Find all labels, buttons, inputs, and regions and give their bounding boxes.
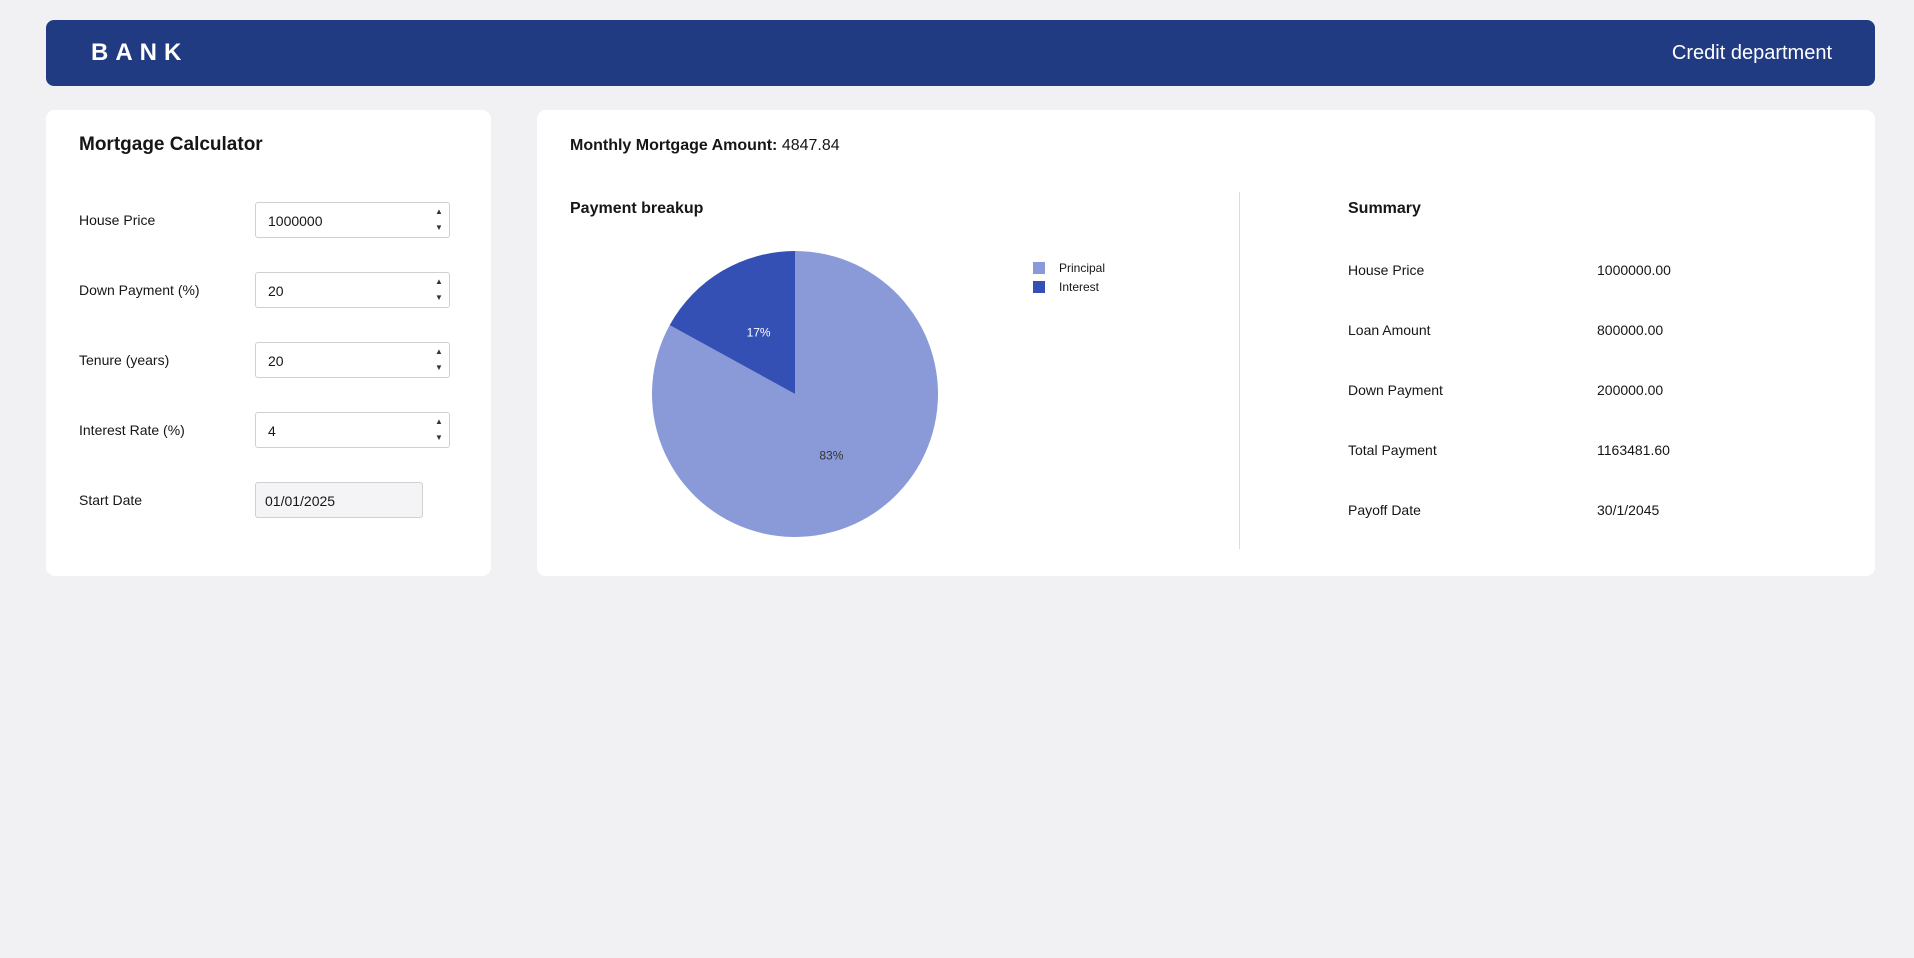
- interest-rate-row: Interest Rate (%) 4 ▲ ▼: [79, 412, 459, 448]
- start-date-input[interactable]: 01/01/2025: [255, 482, 423, 518]
- summary-total-payment-label: Total Payment: [1348, 442, 1437, 458]
- summary-loan-amount-label: Loan Amount: [1348, 322, 1431, 338]
- monthly-mortgage-value: 4847.84: [781, 137, 840, 154]
- triangle-down-icon[interactable]: ▼: [435, 433, 443, 442]
- tenure-spinner[interactable]: ▲ ▼: [433, 346, 445, 374]
- pie-label-interest: 17%: [747, 325, 771, 339]
- down-payment-label: Down Payment (%): [79, 282, 200, 298]
- interest-swatch: [1033, 280, 1045, 293]
- summary-house-price-value: 1000000.00: [1597, 262, 1671, 278]
- summary-title: Summary: [1348, 200, 1421, 217]
- interest-rate-value: 4: [268, 423, 276, 439]
- interest-rate-label: Interest Rate (%): [79, 422, 185, 438]
- legend-label-interest: Interest: [1059, 279, 1100, 294]
- interest-rate-spinner[interactable]: ▲ ▼: [433, 416, 445, 444]
- tenure-label: Tenure (years): [79, 352, 170, 368]
- start-date-value: 01/01/2025: [265, 493, 336, 509]
- brand-logo: BANK: [91, 39, 189, 66]
- legend-item-principal[interactable]: Principal: [1033, 258, 1105, 277]
- start-date-row: Start Date 01/01/2025: [79, 482, 459, 518]
- interest-rate-input[interactable]: 4 ▲ ▼: [255, 412, 450, 448]
- triangle-up-icon[interactable]: ▲: [435, 207, 443, 216]
- pie-slice-interest[interactable]: [669, 251, 795, 394]
- payment-breakup-chart: 83% 17%: [652, 251, 938, 537]
- app-header: BANK Credit department: [46, 20, 1875, 86]
- legend-item-interest[interactable]: Interest: [1033, 277, 1105, 296]
- pie-label-principal: 83%: [819, 449, 843, 463]
- tenure-value: 20: [268, 353, 284, 369]
- summary-payoff-date-label: Payoff Date: [1348, 502, 1421, 518]
- summary-payoff-date-value: 30/1/2045: [1597, 502, 1660, 518]
- payment-breakup-title: Payment breakup: [570, 200, 704, 217]
- triangle-up-icon[interactable]: ▲: [435, 347, 443, 356]
- department-label: Credit department: [1671, 41, 1832, 64]
- house-price-value: 1000000: [268, 213, 323, 229]
- down-payment-row: Down Payment (%) 20 ▲ ▼: [79, 272, 459, 308]
- summary-loan-amount-value: 800000.00: [1597, 322, 1664, 338]
- summary-down-payment-value: 200000.00: [1597, 382, 1664, 398]
- house-price-spinner[interactable]: ▲ ▼: [433, 206, 445, 234]
- mortgage-calculator-panel: Mortgage Calculator House Price 1000000 …: [46, 110, 491, 576]
- principal-swatch: [1033, 261, 1045, 274]
- summary-down-payment-label: Down Payment: [1348, 382, 1443, 398]
- triangle-up-icon[interactable]: ▲: [435, 417, 443, 426]
- house-price-label: House Price: [79, 212, 156, 228]
- calculator-title: Mortgage Calculator: [79, 134, 263, 155]
- triangle-down-icon[interactable]: ▼: [435, 223, 443, 232]
- chart-legend: Principal Interest: [1033, 258, 1105, 296]
- down-payment-value: 20: [268, 283, 284, 299]
- down-payment-spinner[interactable]: ▲ ▼: [433, 276, 445, 304]
- house-price-input[interactable]: 1000000 ▲ ▼: [255, 202, 450, 238]
- start-date-label: Start Date: [79, 492, 143, 508]
- monthly-mortgage-label: Monthly Mortgage Amount:: [570, 137, 778, 154]
- triangle-down-icon[interactable]: ▼: [435, 293, 443, 302]
- triangle-up-icon[interactable]: ▲: [435, 277, 443, 286]
- tenure-row: Tenure (years) 20 ▲ ▼: [79, 342, 459, 378]
- monthly-mortgage: Monthly Mortgage Amount: 4847.84: [570, 137, 840, 155]
- down-payment-input[interactable]: 20 ▲ ▼: [255, 272, 450, 308]
- summary-house-price-label: House Price: [1348, 262, 1425, 278]
- panel-divider: [1239, 192, 1240, 549]
- results-panel: Monthly Mortgage Amount: 4847.84 Payment…: [537, 110, 1875, 576]
- summary-total-payment-value: 1163481.60: [1597, 442, 1670, 458]
- triangle-down-icon[interactable]: ▼: [435, 363, 443, 372]
- legend-label-principal: Principal: [1059, 260, 1106, 275]
- tenure-input[interactable]: 20 ▲ ▼: [255, 342, 450, 378]
- house-price-row: House Price 1000000 ▲ ▼: [79, 202, 459, 238]
